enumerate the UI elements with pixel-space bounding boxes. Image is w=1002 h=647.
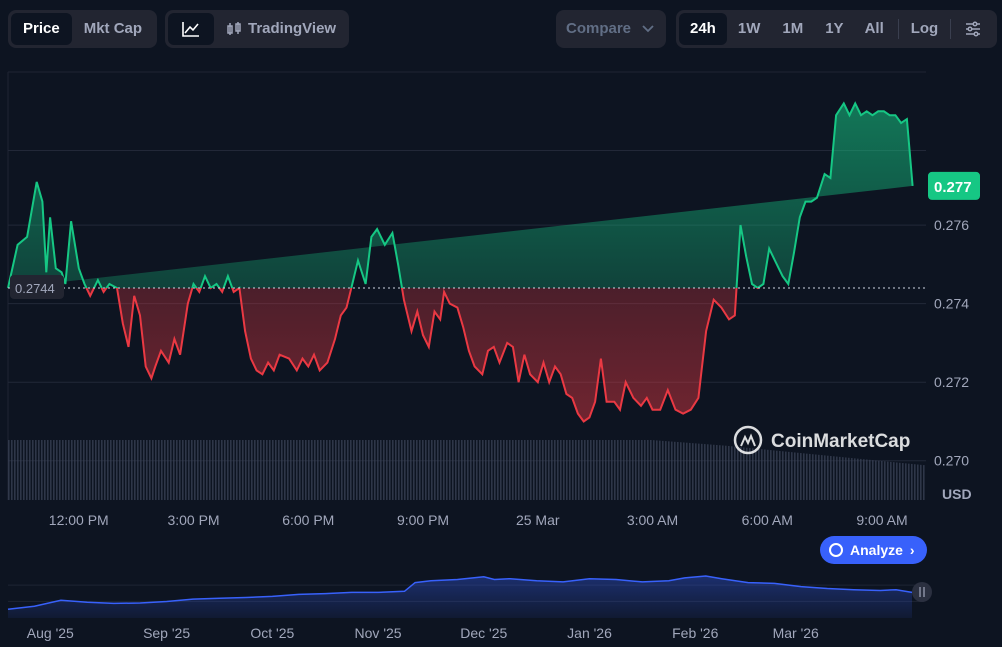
current-price-tag — [928, 171, 980, 200]
y-axis: 0.270 0.272 0.274 0.276 — [934, 217, 969, 469]
log-toggle[interactable]: Log — [910, 20, 939, 37]
x-tick-label: 9:00 AM — [856, 512, 907, 528]
navigator-line — [7, 575, 913, 611]
currency-label: USD — [942, 486, 972, 502]
range-1y[interactable]: 1Y — [825, 20, 844, 37]
navigator-tick-label: Sep '25 — [143, 625, 190, 641]
tab-mkt-cap[interactable]: Mkt Cap — [83, 20, 143, 37]
coinmarketcap-logo-icon — [733, 425, 763, 455]
range-1m[interactable]: 1M — [782, 20, 804, 37]
candlestick-icon — [227, 22, 241, 36]
coinmarketcap-logo: CoinMarketCap — [733, 425, 910, 455]
chevron-down-icon — [642, 25, 654, 33]
y-tick-label: 0.272 — [934, 374, 969, 390]
navigator-tick-label: Aug '25 — [27, 625, 74, 641]
navigator-area — [8, 576, 912, 618]
tab-price[interactable]: Price — [11, 13, 72, 45]
analyze-button[interactable]: Analyze › — [820, 536, 927, 564]
chevron-right-icon: › — [909, 542, 915, 558]
range-24h[interactable]: 24h — [679, 13, 727, 45]
tradingview-button[interactable]: TradingView — [214, 13, 346, 45]
navigator-tick-label: Feb '26 — [672, 625, 718, 641]
x-tick-label: 3:00 PM — [167, 512, 219, 528]
sliders-icon — [966, 21, 981, 37]
settings-button[interactable] — [955, 13, 991, 45]
divider — [950, 19, 952, 39]
navigator-tick-label: Nov '25 — [355, 625, 402, 641]
analyze-label: Analyze — [850, 542, 903, 558]
range-tabs: 24h 1W 1M 1Y All Log — [676, 10, 997, 48]
range-all[interactable]: All — [864, 20, 884, 37]
range-1w[interactable]: 1W — [737, 20, 761, 37]
navigator-tick-label: Oct '25 — [250, 625, 294, 641]
chart-type-tabs: Price Mkt Cap — [8, 10, 158, 48]
baseline-label-box — [10, 274, 64, 299]
price-line-down — [7, 287, 760, 423]
compare-dropdown[interactable]: Compare — [556, 10, 666, 48]
line-chart-button[interactable] — [168, 13, 214, 45]
chart-style-buttons: TradingView — [165, 10, 350, 48]
line-chart-icon — [182, 22, 199, 37]
watermark-text: CoinMarketCap — [771, 431, 910, 452]
x-tick-label: 6:00 PM — [282, 512, 334, 528]
divider — [897, 19, 899, 39]
x-tick-label: 12:00 PM — [49, 512, 109, 528]
current-price-label: 0.277 — [934, 179, 972, 196]
x-axis: 12:00 PM 3:00 PM 6:00 PM 9:00 PM 25 Mar 3:00 … — [49, 512, 908, 528]
x-tick-label: 9:00 PM — [397, 512, 449, 528]
compare-label: Compare — [566, 20, 632, 37]
price-line-up — [7, 101, 914, 288]
y-tick-label: 0.270 — [934, 453, 969, 469]
price-area-up — [8, 103, 913, 288]
x-tick-label: 25 Mar — [516, 512, 560, 528]
navigator-tick-label: Dec '25 — [460, 625, 507, 641]
baseline-label: 0.2744 — [15, 281, 55, 296]
volume-bars — [8, 440, 925, 500]
y-tick-label: 0.276 — [934, 217, 969, 233]
navigator-tick-label: Mar '26 — [773, 625, 819, 641]
price-area-down — [8, 287, 758, 422]
x-tick-label: 3:00 AM — [627, 512, 678, 528]
ai-icon — [829, 543, 843, 557]
tradingview-label: TradingView — [248, 20, 337, 37]
range-navigator[interactable]: Aug '25 Sep '25 Oct '25 Nov '25 Dec '25 Jan '… — [7, 567, 924, 641]
navigator-handle[interactable] — [912, 582, 932, 602]
y-tick-label: 0.274 — [934, 296, 969, 312]
navigator-tick-label: Jan '26 — [567, 625, 612, 641]
x-tick-label: 6:00 AM — [742, 512, 793, 528]
